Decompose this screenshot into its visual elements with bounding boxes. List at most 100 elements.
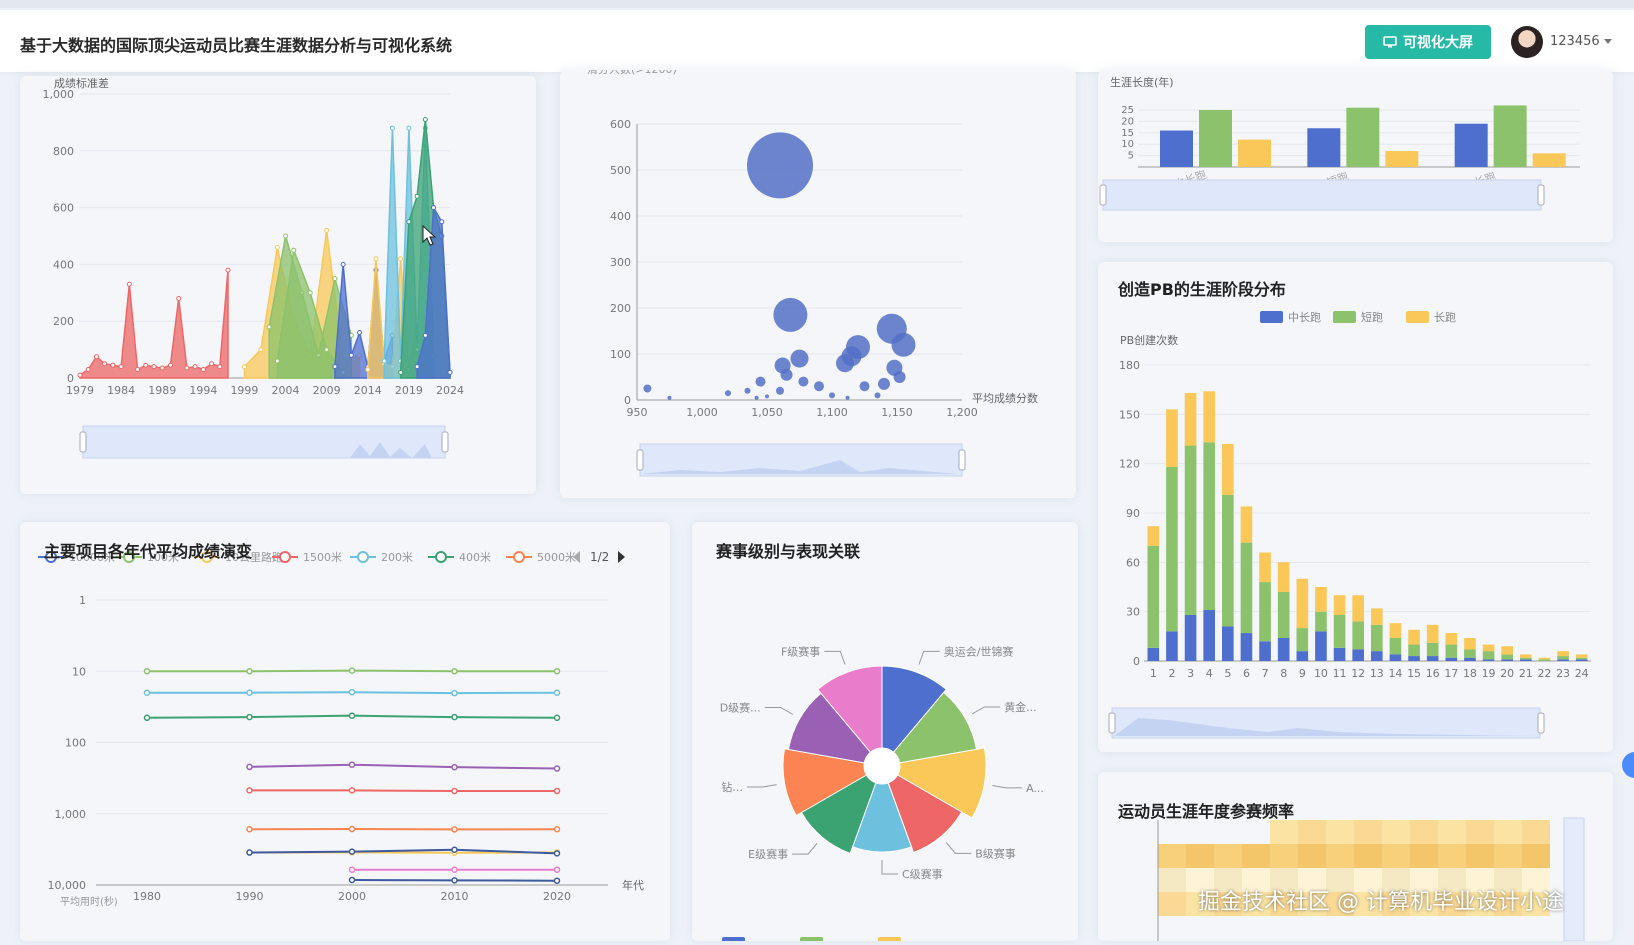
legend-label: 短跑 (1361, 310, 1383, 324)
bubble-point (836, 354, 854, 372)
y-axis-label: 平均用时(秒) (60, 895, 118, 908)
zoom-handle-right[interactable] (1538, 713, 1544, 733)
trend-title: 主要项目各年代平均成绩演变 (44, 538, 252, 562)
bubble-point (747, 132, 813, 198)
bubble-point (725, 390, 731, 396)
heatmap-cell (1494, 820, 1522, 844)
x-tick-label: 24 (1575, 667, 1589, 680)
level-title: 赛事级别与表现关联 (716, 538, 860, 562)
zoom-handle-right[interactable] (959, 450, 965, 470)
data-point (136, 367, 140, 371)
data-point (452, 715, 457, 720)
data-point (325, 348, 329, 352)
bar-segment (1390, 638, 1402, 654)
bar-segment (1185, 446, 1197, 615)
label-line (919, 651, 940, 664)
data-point (366, 367, 370, 371)
bar-segment (1166, 631, 1178, 661)
legend-next-icon[interactable] (618, 551, 625, 563)
avatar[interactable] (1511, 26, 1543, 58)
data-point (247, 764, 252, 769)
data-point (325, 228, 329, 232)
bar-segment (1520, 658, 1532, 660)
bar-segment (1576, 658, 1588, 660)
y-tick-label: 500 (610, 164, 631, 177)
heatmap-cell (1354, 844, 1382, 868)
bar-segment (1576, 659, 1588, 661)
data-point (111, 363, 115, 367)
y-tick-label: 10 (1121, 139, 1134, 150)
y-tick-label: 300 (610, 256, 631, 269)
username[interactable]: 123456 (1550, 34, 1600, 49)
zoom-handle-right[interactable] (1538, 185, 1544, 205)
x-axis-label: 平均成绩分数 (972, 392, 1038, 405)
data-point (452, 789, 457, 794)
x-tick-label: 1990 (236, 890, 264, 903)
x-tick-label: 17 (1444, 667, 1458, 680)
x-tick-label: 950 (627, 406, 648, 419)
bar-segment (1446, 645, 1458, 658)
x-tick-label: 18 (1463, 667, 1477, 680)
data-point (382, 359, 386, 363)
x-tick-label: 1979 (66, 384, 94, 397)
heatmap-cell (1410, 820, 1438, 844)
data-point (555, 690, 560, 695)
bar-segment (1483, 659, 1495, 661)
zoom-handle-left[interactable] (1109, 713, 1115, 733)
floating-button[interactable] (1622, 752, 1634, 778)
heatmap-cell (1410, 844, 1438, 868)
bar-segment (1371, 625, 1383, 651)
pie-label: F级赛事 (781, 644, 820, 658)
chevron-down-icon[interactable] (1604, 39, 1612, 44)
data-point (440, 220, 444, 224)
x-tick-label: 1999 (230, 384, 258, 397)
line-series (250, 790, 558, 791)
bubble-point (773, 298, 807, 332)
bar-segment (1297, 651, 1309, 661)
label-line (792, 843, 817, 854)
bar-segment (1576, 654, 1588, 657)
x-tick-label: 19 (1482, 667, 1496, 680)
legend-swatch (878, 937, 901, 941)
visual-screen-button[interactable]: 可视化大屏 (1365, 25, 1491, 59)
data-point (145, 715, 150, 720)
data-point (350, 762, 355, 767)
bar-segment (1241, 543, 1253, 633)
bar-segment (1334, 615, 1346, 648)
pie-label: 黄金... (1004, 700, 1037, 714)
x-tick-label: 20 (1500, 667, 1514, 680)
bubble-point (755, 396, 759, 400)
x-tick-label: 1,200 (946, 406, 978, 419)
data-point (399, 257, 403, 261)
bar (1455, 124, 1488, 167)
bar-segment (1501, 646, 1513, 654)
legend-label: 200米 (381, 551, 413, 564)
data-point (555, 851, 560, 856)
data-point (247, 850, 252, 855)
y-axis-label: 滑分人数(>1200) (587, 70, 677, 76)
x-tick-label: 6 (1243, 667, 1250, 680)
zoom-handle-left[interactable] (637, 450, 643, 470)
data-point (103, 362, 107, 366)
data-point (247, 669, 252, 674)
data-point (144, 363, 148, 367)
heatmap-cell (1438, 844, 1466, 868)
y-tick-label: 200 (610, 302, 631, 315)
data-point (350, 849, 355, 854)
bar-segment (1203, 442, 1215, 610)
bar (1533, 153, 1566, 167)
bar-segment (1352, 649, 1364, 661)
y-tick-label: 200 (53, 315, 74, 328)
data-point (259, 348, 263, 352)
bar-segment (1148, 546, 1160, 648)
bubble-point (756, 377, 766, 387)
zoom-handle-right[interactable] (442, 432, 448, 452)
bar-segment (1278, 592, 1290, 638)
bar-segment (1203, 391, 1215, 442)
zoom-handle-left[interactable] (1100, 185, 1106, 205)
zoom-handle-left[interactable] (80, 432, 86, 452)
x-tick-label: 2020 (543, 890, 571, 903)
bar-segment (1278, 638, 1290, 661)
heatmap-cell (1466, 820, 1494, 844)
data-point (423, 333, 427, 337)
